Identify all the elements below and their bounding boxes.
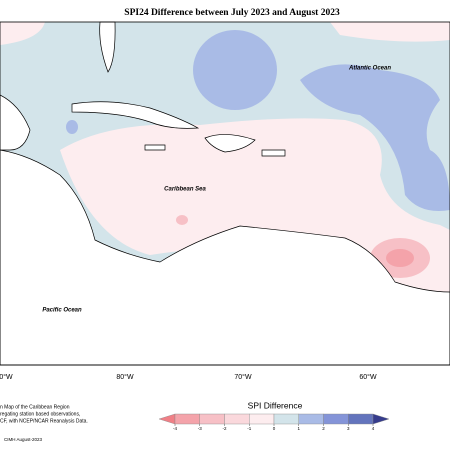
longitude-label: 60°W [359,373,377,381]
land [99,21,116,73]
credit-line: CIMH August-2023 [4,437,43,442]
shading [0,22,45,45]
colorbar-bin [174,413,200,425]
colorbar-tick-label: -1 [247,426,251,431]
ocean-label: Atlantic Ocean [348,66,391,72]
colorbar-bin [199,413,225,425]
credit-line: regating station based observations, [0,411,80,417]
colorbar-tick-label: -2 [222,426,226,431]
shading [300,64,450,211]
colorbar-bin [273,413,299,425]
colorbar-tick-label: 4 [372,426,375,431]
colorbar-tick-label: 0 [273,426,276,431]
colorbar-title: SPI Difference [248,400,303,410]
land [261,149,286,157]
colorbar-bin [249,413,275,425]
land [0,149,450,366]
map-frame [0,21,450,366]
land [204,134,256,153]
longitude-label: 80°W [116,373,134,381]
longitude-label: 70°W [234,373,252,381]
colorbar-bin [224,413,250,425]
colorbar-tick-label: -3 [198,426,202,431]
credit-line: n Map of the Caribbean Region [0,404,70,410]
land [144,144,166,151]
ocean-label: Caribbean Sea [164,187,206,193]
land [71,101,200,129]
colorbar-tick-label: -4 [173,426,177,431]
shading [330,22,450,42]
credit-line: CF, with NCEP/NCAR Reanalysis Data. [0,418,88,424]
colorbar-extension [158,413,176,425]
colorbar-tick-label: 2 [322,426,325,431]
map-title: SPI24 Difference between July 2023 and A… [124,8,340,18]
shading [176,215,188,225]
longitude-label: 0°W [0,373,13,381]
colorbar-bin [323,413,349,425]
colorbar-bin [298,413,324,425]
land [0,94,31,151]
colorbar-tick-label: 1 [297,426,300,431]
shading [386,249,414,267]
shading [66,120,78,134]
shading [193,30,277,110]
colorbar-bin [348,413,374,425]
colorbar-extension [372,413,390,425]
colorbar-tick-label: 3 [347,426,350,431]
map-area: Atlantic Ocean Caribbean Sea Pacific Oce… [0,21,450,366]
ocean-label: Pacific Ocean [42,308,82,314]
